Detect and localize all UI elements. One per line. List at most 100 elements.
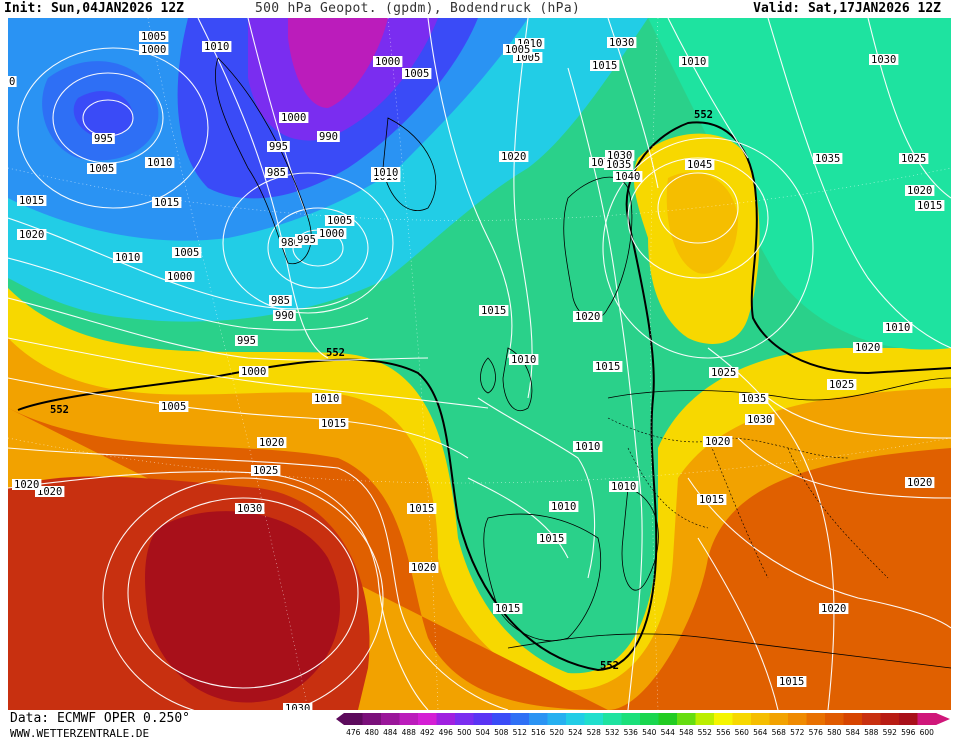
scale-tick-label: 520 [549, 728, 564, 737]
pressure-label: 1000 [167, 271, 192, 283]
scale-arrow-right [936, 713, 950, 725]
color-scale [336, 713, 950, 725]
pressure-label: 1000 [375, 56, 400, 68]
scale-swatch [806, 713, 826, 725]
pressure-label: 1000 [141, 44, 166, 56]
pressure-label: 1010 [511, 354, 536, 366]
contour-labels: 552 552 552 552 [50, 109, 713, 672]
pressure-label: 1035 [606, 159, 631, 171]
pressure-label: 1025 [711, 367, 736, 379]
pressure-label: 1030 [285, 703, 310, 710]
scale-arrow-left [336, 713, 344, 725]
pressure-label: 1005 [141, 31, 166, 43]
pressure-label-bg [239, 366, 269, 377]
scale-tick-label: 552 [697, 728, 712, 737]
isobars [8, 18, 951, 710]
pressure-label: 1030 [871, 54, 896, 66]
scale-swatch [658, 713, 678, 725]
pressure-label: 1005 [327, 215, 352, 227]
pressure-label-bg [513, 52, 543, 63]
pressure-label-bg [235, 335, 258, 346]
pressure-label: 1020 [501, 151, 526, 163]
pressure-label-bg [409, 562, 439, 573]
field-magenta [288, 18, 388, 108]
footer-bar: Data: ECMWF OPER 0.250° WWW.WETTERZENTRA… [0, 710, 959, 741]
pressure-label-bg [739, 393, 769, 404]
pressure-label-bg [172, 247, 202, 258]
pressure-label-bg [279, 112, 309, 123]
pressure-label-bg [235, 503, 265, 514]
pressure-label-bg [573, 311, 603, 322]
pressure-label: 1035 [815, 153, 840, 165]
scale-tick-label: 480 [364, 728, 379, 737]
pressure-label-bg [325, 215, 355, 226]
pressure-label: 995 [297, 234, 316, 246]
contour-label-552b: 552 [50, 404, 69, 416]
pressure-label-bg [139, 44, 169, 55]
pressure-label: 995 [269, 141, 288, 153]
pressure-label-bg [317, 131, 340, 142]
pressure-label: 995 [94, 133, 113, 145]
pressure-label: 1015 [481, 305, 506, 317]
pressure-label-bg [317, 228, 347, 239]
scale-tick-label: 548 [679, 728, 694, 737]
scale-swatch [436, 713, 456, 725]
pressure-label-bg [604, 159, 634, 170]
scale-swatch [381, 713, 400, 725]
pressure-label: 1020 [411, 562, 436, 574]
pressure-label-bg [265, 167, 288, 178]
pressure-label: 1010 [147, 157, 172, 169]
pressure-label: 1005 [161, 401, 186, 413]
pressure-label: 1020 [705, 436, 730, 448]
scale-tick-label: 500 [457, 728, 472, 737]
scale-tick-label: 572 [790, 728, 805, 737]
pressure-label-bg [819, 603, 849, 614]
pressure-label-bg [92, 133, 115, 144]
pressure-label-bg [515, 38, 545, 49]
pressure-label-bg [549, 501, 579, 512]
pressure-label: 1020 [37, 486, 62, 498]
pressure-label-bg [159, 401, 189, 412]
field-low-west-core [73, 90, 133, 138]
pressure-label-bg [899, 153, 929, 164]
pressure-label-bg [777, 676, 807, 687]
pressure-label: 1020 [19, 229, 44, 241]
scale-tick-label: 580 [827, 728, 842, 737]
scale-swatch [899, 713, 918, 725]
pressure-label-bg [17, 195, 47, 206]
pressure-label: 1015 [592, 60, 617, 72]
scale-swatch [640, 713, 659, 725]
pressure-label: 1035 [741, 393, 766, 405]
data-source: Data: ECMWF OPER 0.250° [10, 711, 191, 726]
pressure-label-bg [915, 200, 945, 211]
pressure-label-bg [273, 310, 296, 321]
pressure-label-bg [573, 441, 603, 452]
scale-tick-label: 592 [882, 728, 897, 737]
pressure-label-bg [613, 171, 643, 182]
pressure-label: 1000 [241, 366, 266, 378]
pressure-label-bg [503, 44, 533, 55]
pressure-label: 1010 [204, 41, 229, 53]
scale-tick-label: 504 [475, 728, 490, 737]
pressure-label-bg [152, 197, 182, 208]
pressure-label-bg [589, 157, 619, 168]
pressure-label: 1020 [907, 185, 932, 197]
scale-tick-label: 512 [512, 728, 527, 737]
pressure-label-bg [373, 56, 403, 67]
pressure-label: 1005 [174, 247, 199, 259]
pressure-label: 1005 [404, 68, 429, 80]
scale-swatch [418, 713, 437, 725]
field-high-core [145, 511, 340, 703]
scale-tick-label: 508 [494, 728, 509, 737]
pressure-label: 1005 [505, 44, 530, 56]
pressure-label: 990 [275, 310, 294, 322]
field-ne-green [648, 18, 951, 350]
pressure-label: 1010 [373, 167, 398, 179]
scale-swatch [603, 713, 622, 725]
pressure-label-bg [499, 151, 529, 162]
scale-swatch [880, 713, 900, 725]
pressure-label-bg [295, 234, 318, 245]
pressure-label: 1000 [319, 228, 344, 240]
pressure-label: 1020 [259, 437, 284, 449]
scale-swatch [751, 713, 770, 725]
